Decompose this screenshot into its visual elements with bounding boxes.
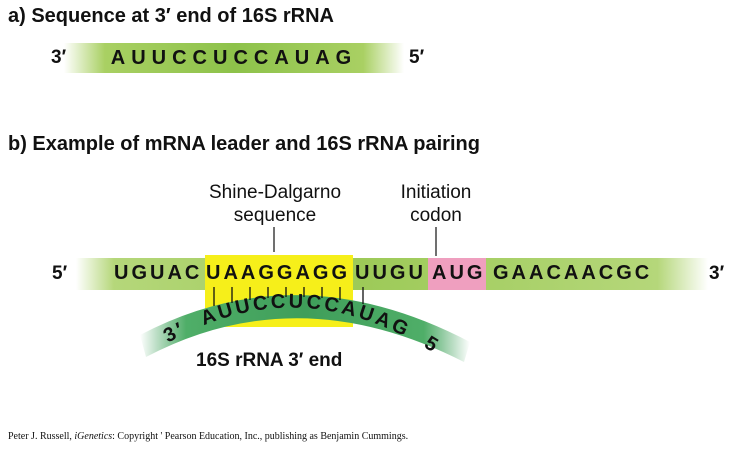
mrna-upstream-sequence: UGUAC (114, 262, 203, 284)
part-a-5prime-label: 5′ (409, 47, 425, 68)
svg-text:3′ AUUCCUCCAUAG 5′: 3′ AUUCCUCCAUAG 5′ (0, 0, 444, 358)
rrna-3prime-sequence: AUUCCUCCAUAG (110, 47, 358, 69)
rrna-3prime-strand: AUUCCUCCAUAG (64, 43, 404, 73)
credit-publisher: : Copyright ' Pearson Education, Inc., p… (112, 431, 409, 442)
copyright-credit: Peter J. Russell, iGenetics: Copyright '… (8, 431, 408, 442)
mrna-strand (76, 258, 708, 290)
start-codon-sequence: AUG (432, 262, 486, 284)
credit-author: Peter J. Russell, (8, 431, 75, 442)
initiation-codon-callout: Initiation codon (376, 181, 496, 227)
mrna-3prime-label: 3′ (709, 263, 725, 284)
shine-dalgarno-callout-line2: sequence (233, 205, 317, 226)
mrna-spacer-sequence: UUGU (355, 262, 426, 284)
base-pair-ticks (213, 287, 364, 306)
start-codon-highlight (428, 258, 486, 290)
part-a-heading: a) Sequence at 3′ end of 16S rRNA (8, 5, 334, 27)
part-a-3prime-label: 3′ (51, 47, 67, 68)
part-b-heading: b) Example of mRNA leader and 16S rRNA p… (8, 133, 480, 155)
shine-dalgarno-callout: Shine-Dalgarno sequence (188, 181, 362, 227)
initiation-codon-callout-line2: codon (410, 205, 462, 226)
initiation-codon-callout-line1: Initiation (400, 182, 472, 203)
mrna-5prime-label: 5′ (52, 263, 68, 284)
credit-book-title: iGenetics (74, 431, 113, 442)
mrna-coding-sequence: GAACAACGC (493, 262, 653, 284)
rrna-caption: 16S rRNA 3′ end (196, 350, 343, 371)
shine-dalgarno-sequence: UAAGGAGG (206, 262, 350, 284)
rrna-arc (140, 295, 470, 362)
shine-dalgarno-callout-line1: Shine-Dalgarno (208, 182, 342, 203)
